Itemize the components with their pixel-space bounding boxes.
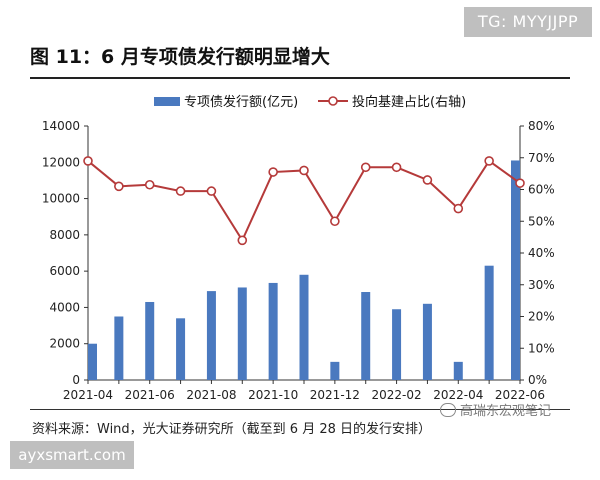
wechat-icon bbox=[440, 403, 456, 417]
watermark-bottom: ayxsmart.com bbox=[10, 441, 134, 469]
bar bbox=[484, 265, 494, 380]
watermark-right: 高瑞东宏观笔记 bbox=[440, 400, 551, 419]
bar bbox=[268, 282, 278, 380]
y-right-tick-label: 0% bbox=[528, 373, 547, 387]
watermark-right-text: 高瑞东宏观笔记 bbox=[460, 404, 552, 419]
bar bbox=[422, 303, 432, 380]
x-tick-label: 2022-02 bbox=[372, 388, 422, 402]
y-right-tick-label: 30% bbox=[528, 278, 555, 292]
legend-bar-swatch bbox=[154, 97, 180, 106]
y-left-tick-label: 2000 bbox=[49, 337, 80, 351]
line-point bbox=[391, 162, 402, 173]
line-point bbox=[330, 216, 340, 227]
legend: 专项债发行额(亿元) 投向基建占比(右轴) bbox=[154, 94, 466, 110]
x-tick-label: 2021-08 bbox=[186, 388, 236, 402]
y-right-tick-label: 60% bbox=[528, 183, 555, 197]
x-tick-label: 2021-10 bbox=[248, 388, 298, 402]
bar bbox=[330, 361, 340, 380]
bar bbox=[299, 274, 309, 380]
line-series bbox=[83, 156, 525, 246]
bar bbox=[511, 160, 520, 380]
y-left-tick-label: 4000 bbox=[49, 300, 80, 314]
y-right-tick-label: 70% bbox=[528, 151, 555, 165]
y-right-tick-label: 10% bbox=[528, 341, 555, 355]
line-point bbox=[484, 156, 494, 166]
legend-line-label: 投向基建占比(右轴) bbox=[352, 94, 466, 110]
y-left-tick-label: 12000 bbox=[42, 155, 80, 169]
title-rule bbox=[30, 77, 570, 79]
line-point bbox=[360, 162, 371, 173]
bar bbox=[145, 301, 155, 380]
source-note: 资料来源：Wind，光大证券研究所（截至到 6 月 28 日的发行安排） bbox=[32, 422, 432, 437]
x-tick-label: 2021-12 bbox=[310, 388, 360, 402]
watermark-top: TG: MYYJJPP bbox=[464, 7, 592, 37]
legend-bar-label: 专项债发行额(亿元) bbox=[184, 94, 298, 110]
figure-title: 图 11：6 月专项债发行额明显增大 bbox=[30, 46, 330, 68]
x-tick-label: 2022-06 bbox=[495, 388, 545, 402]
y-left-tick-label: 0 bbox=[72, 373, 80, 387]
x-tick-label: 2021-04 bbox=[63, 388, 113, 402]
line-point bbox=[114, 181, 124, 192]
y-right-tick-label: 80% bbox=[528, 119, 555, 133]
bar bbox=[114, 316, 124, 380]
y-left-tick-label: 14000 bbox=[42, 119, 80, 133]
y-left-tick-label: 10000 bbox=[42, 192, 80, 206]
source-rule bbox=[30, 409, 570, 410]
line-point bbox=[144, 179, 155, 190]
line-point bbox=[175, 186, 186, 196]
x-tick-label: 2021-06 bbox=[125, 388, 175, 402]
line-point bbox=[422, 175, 433, 185]
bar bbox=[237, 287, 247, 380]
line-point bbox=[299, 165, 309, 176]
y-right-tick-label: 40% bbox=[528, 246, 555, 260]
bar bbox=[453, 361, 463, 380]
line-point bbox=[206, 186, 217, 196]
bar bbox=[206, 291, 216, 380]
y-left-tick-label: 6000 bbox=[49, 264, 80, 278]
bar bbox=[88, 343, 97, 380]
line-point bbox=[237, 235, 248, 246]
y-right-tick-label: 50% bbox=[528, 214, 555, 228]
line-point bbox=[83, 156, 93, 166]
axes: 0 2000 4000 6000 8000 10000 12000 14000 0% 10% 20%… bbox=[42, 119, 555, 402]
x-tick-label: 2022-04 bbox=[433, 388, 483, 402]
legend-line-marker bbox=[328, 96, 338, 106]
line-point bbox=[268, 167, 278, 177]
line-point bbox=[453, 203, 464, 214]
bar-series bbox=[88, 160, 520, 380]
bar bbox=[361, 292, 371, 380]
line-point bbox=[515, 178, 525, 188]
bar bbox=[176, 318, 186, 380]
y-right-tick-label: 20% bbox=[528, 310, 555, 324]
bar bbox=[392, 309, 402, 380]
y-left-tick-label: 8000 bbox=[49, 228, 80, 242]
